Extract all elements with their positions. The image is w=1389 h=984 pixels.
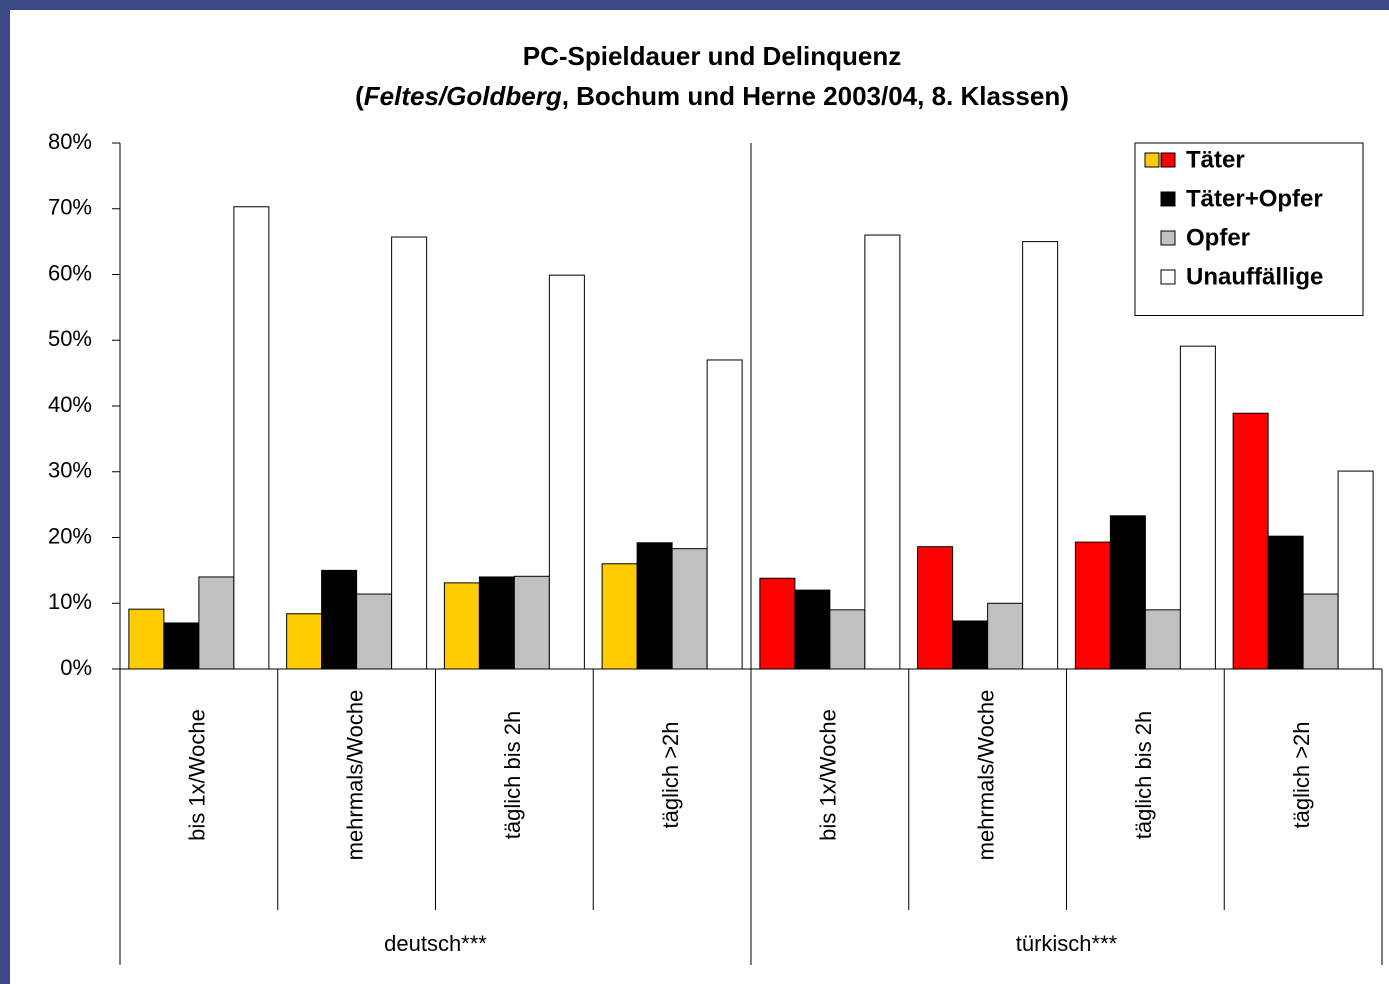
- bar: [636, 542, 673, 670]
- bar: [478, 576, 515, 670]
- bar: [128, 608, 165, 670]
- subtitle-part: , Bochum und Herne 2003/04, 8. Klassen): [562, 81, 1069, 111]
- subtitle-part: (: [355, 81, 364, 111]
- bar: [917, 546, 954, 670]
- legend-label: Täter: [1186, 146, 1245, 173]
- bar: [864, 234, 901, 670]
- legend-label: Unauffällige: [1186, 263, 1323, 290]
- legend-swatch: [1144, 152, 1160, 168]
- group-label: deutsch***: [384, 931, 487, 956]
- legend-swatch: [1160, 191, 1176, 207]
- legend-swatch: [1160, 269, 1176, 285]
- y-tick-label: 50%: [48, 326, 92, 351]
- bar: [1074, 541, 1111, 670]
- x-tick-label: täglich >2h: [1289, 721, 1314, 828]
- y-tick-label: 40%: [48, 392, 92, 417]
- bar: [198, 576, 235, 670]
- x-tick-label: täglich bis 2h: [500, 711, 525, 839]
- y-tick-label: 80%: [48, 129, 92, 154]
- x-tick-label: bis 1x/Woche: [185, 709, 210, 841]
- x-tick-label: mehrmals/Woche: [973, 690, 998, 861]
- bar: [233, 206, 270, 670]
- bar: [829, 609, 866, 670]
- x-tick-label: mehrmals/Woche: [342, 690, 367, 861]
- bar: [759, 577, 796, 670]
- chart-subtitle: (Feltes/Goldberg, Bochum und Herne 2003/…: [355, 81, 1069, 111]
- y-tick-label: 10%: [48, 589, 92, 614]
- y-tick-label: 60%: [48, 260, 92, 285]
- x-tick-label: täglich bis 2h: [1131, 711, 1156, 839]
- legend-swatch: [1160, 152, 1176, 168]
- bar: [1109, 515, 1146, 670]
- bar: [1302, 593, 1339, 670]
- x-tick-label: täglich >2h: [658, 721, 683, 828]
- chart-title: PC-Spieldauer und Delinquenz: [523, 41, 901, 71]
- bar: [391, 236, 428, 670]
- y-tick-label: 30%: [48, 458, 92, 483]
- legend-swatch: [1160, 230, 1176, 246]
- y-tick-label: 70%: [48, 195, 92, 220]
- bar: [952, 620, 989, 670]
- legend-label: Täter+Opfer: [1186, 185, 1323, 212]
- bar: [356, 593, 393, 670]
- y-tick-label: 20%: [48, 523, 92, 548]
- bar: [163, 622, 200, 670]
- bar: [1022, 241, 1059, 670]
- bar: [601, 563, 638, 670]
- bar: [1267, 535, 1304, 670]
- bar: [1232, 412, 1269, 670]
- legend-box: [1134, 142, 1364, 316]
- bar: [794, 589, 831, 670]
- bar: [671, 548, 708, 670]
- bar: [1337, 470, 1374, 670]
- bar: [548, 274, 585, 670]
- subtitle-part: Feltes/Goldberg: [364, 81, 562, 111]
- bar: [987, 602, 1024, 670]
- bar: [1144, 609, 1181, 670]
- bar: [443, 582, 480, 670]
- bar: [706, 359, 743, 670]
- legend-label: Opfer: [1186, 224, 1250, 251]
- x-tick-label: bis 1x/Woche: [816, 709, 841, 841]
- group-label: türkisch***: [1016, 931, 1118, 956]
- bar: [513, 575, 550, 670]
- y-tick-label: 0%: [60, 655, 92, 680]
- bar: [321, 569, 358, 670]
- bar: [1179, 345, 1216, 670]
- bar: [286, 613, 323, 670]
